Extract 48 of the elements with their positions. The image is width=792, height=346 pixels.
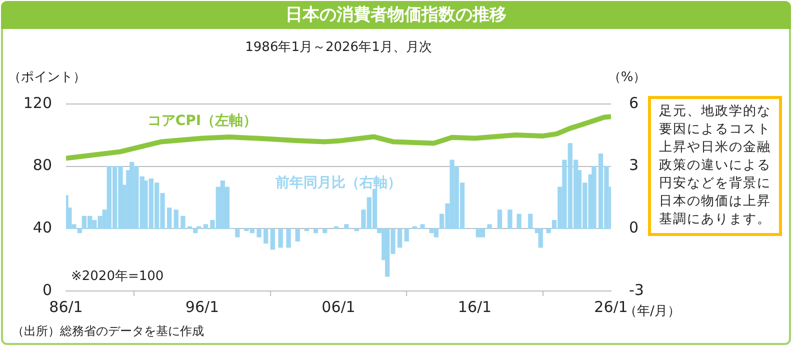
- y2-tick-label: -3: [629, 280, 644, 299]
- bar: [286, 228, 291, 248]
- bar: [295, 228, 300, 242]
- bar: [180, 216, 186, 229]
- bar: [130, 162, 134, 229]
- bar: [516, 214, 522, 229]
- bar: [322, 228, 328, 234]
- bar: [256, 228, 262, 238]
- bar: [420, 224, 425, 229]
- bar: [487, 224, 492, 229]
- y2-tick-label: 3: [629, 156, 639, 174]
- x-tick-label: 96/1: [185, 298, 220, 316]
- y-tick-label: 120: [23, 94, 52, 112]
- y-tick-label: 0: [42, 280, 52, 299]
- y-tick-label: 80: [32, 156, 52, 174]
- x-tick-label: 86/1: [49, 298, 83, 316]
- x-tick-label: 06/1: [322, 298, 356, 316]
- bar: [538, 228, 543, 248]
- y-tick-label: 40: [32, 218, 52, 237]
- bar: [404, 228, 409, 242]
- annotation: ※2020年=100: [71, 268, 164, 284]
- bar: [412, 226, 417, 229]
- bar: [166, 208, 172, 229]
- bar: [270, 228, 275, 250]
- bar: [480, 228, 486, 238]
- bar: [497, 210, 502, 229]
- bar: [592, 166, 596, 229]
- bar: [344, 224, 349, 229]
- series-label: コアCPI（左軸）: [147, 112, 258, 129]
- bar: [278, 228, 283, 248]
- bar: [313, 228, 318, 234]
- bar: [508, 210, 512, 229]
- y2-tick-label: 0: [629, 218, 639, 237]
- bar: [220, 180, 226, 229]
- series-label: 前年同月比（右軸）: [274, 174, 402, 191]
- x-tick-label: 16/1: [458, 298, 492, 316]
- y-axis-title: （ポイント）: [8, 70, 86, 85]
- bar: [264, 228, 268, 244]
- chart-title: 日本の消費者物価指数の推移: [1, 1, 791, 29]
- text: 足元、地政学的な要因によるコスト上昇や日米の金融政策の違いによる円安などを背景に日本の物価は上昇基調にあります。: [648, 96, 782, 236]
- bar: [174, 210, 178, 229]
- text: （出所）総務省のデータを基に作成: [12, 323, 204, 340]
- chart-subtitle: 1986年1月～2026年1月、月次: [244, 39, 433, 56]
- bar: [528, 214, 533, 229]
- y2-tick-label: 6: [629, 94, 639, 112]
- y2-axis-title: （%）: [608, 70, 646, 85]
- bar: [203, 224, 208, 229]
- bar: [397, 228, 402, 248]
